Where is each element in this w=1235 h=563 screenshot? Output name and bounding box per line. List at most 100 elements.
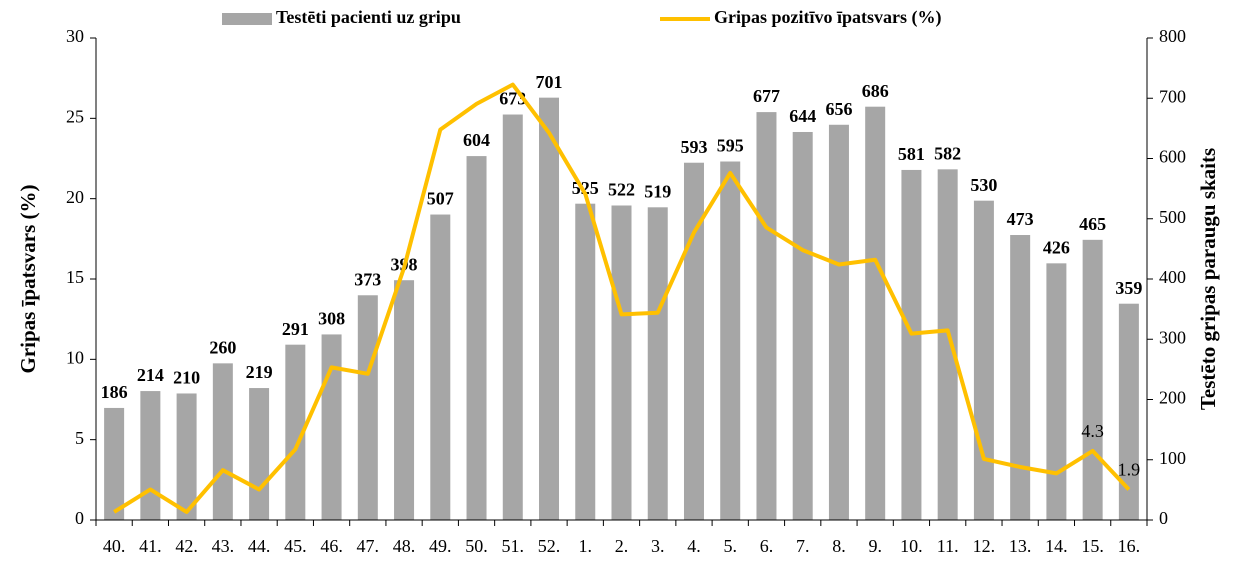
x-tick-label: 7. <box>796 536 810 556</box>
x-tick-label: 8. <box>832 536 846 556</box>
x-tick-label: 47. <box>357 536 380 556</box>
x-tick-label: 3. <box>651 536 665 556</box>
x-tick-label: 15. <box>1081 536 1104 556</box>
x-tick-label: 51. <box>502 536 525 556</box>
bar-value-label: 595 <box>717 136 744 156</box>
y2-tick-label: 700 <box>1159 86 1186 106</box>
bar <box>1046 263 1067 520</box>
y-axis-title: Gripas īpatsvars (%) <box>16 184 40 373</box>
x-tick-label: 41. <box>139 536 162 556</box>
bar-value-label: 219 <box>246 362 273 382</box>
bar-value-label: 686 <box>862 81 889 101</box>
bar <box>104 407 125 520</box>
bar-value-label: 359 <box>1115 278 1142 298</box>
y-tick-label: 0 <box>75 508 84 528</box>
x-tick-label: 16. <box>1118 536 1141 556</box>
bar <box>357 295 378 520</box>
legend-swatch <box>222 13 272 25</box>
bar <box>394 280 415 520</box>
bar <box>140 391 161 520</box>
x-tick-label: 10. <box>900 536 923 556</box>
bar <box>285 344 306 520</box>
y-tick-label: 30 <box>66 26 84 46</box>
bar-value-label: 507 <box>427 189 454 209</box>
x-tick-label: 11. <box>937 536 959 556</box>
bar <box>937 169 958 520</box>
y-tick-label: 20 <box>66 187 84 207</box>
legend-label: Testēti pacienti uz gripu <box>276 7 461 27</box>
bar <box>321 334 342 520</box>
bar <box>828 124 849 520</box>
x-tick-label: 2. <box>615 536 629 556</box>
x-tick-label: 9. <box>868 536 882 556</box>
x-tick-label: 48. <box>393 536 416 556</box>
bar-value-label: 473 <box>1007 209 1034 229</box>
bar <box>539 97 560 521</box>
x-tick-label: 45. <box>284 536 307 556</box>
bar-value-label: 260 <box>209 337 236 357</box>
y2-tick-label: 800 <box>1159 26 1186 46</box>
bar-value-label: 581 <box>898 144 925 164</box>
y2-tick-label: 600 <box>1159 147 1186 167</box>
y2-tick-label: 300 <box>1159 327 1186 347</box>
bar-value-label: 644 <box>789 106 816 126</box>
bar <box>792 131 813 521</box>
bar <box>756 112 777 521</box>
x-tick-label: 40. <box>103 536 126 556</box>
x-tick-label: 13. <box>1009 536 1032 556</box>
bar <box>575 203 596 520</box>
y-tick-label: 25 <box>66 106 84 126</box>
bar-value-label: 210 <box>173 368 200 388</box>
bar-value-label: 656 <box>825 99 852 119</box>
bar <box>176 393 197 520</box>
bar-value-label: 582 <box>934 143 961 163</box>
bar <box>212 363 233 520</box>
bar-value-label: 593 <box>680 137 707 157</box>
bar <box>466 156 487 520</box>
x-tick-label: 43. <box>212 536 235 556</box>
bar-value-label: 519 <box>644 181 671 201</box>
bar <box>720 161 741 520</box>
line-value-label: 4.3 <box>1081 421 1104 441</box>
bar-value-label: 426 <box>1043 237 1070 257</box>
x-tick-label: 52. <box>538 536 561 556</box>
y2-tick-label: 100 <box>1159 448 1186 468</box>
bar <box>1010 235 1031 520</box>
x-tick-label: 6. <box>760 536 774 556</box>
legend-label: Gripas pozitīvo īpatsvars (%) <box>714 7 942 28</box>
bar <box>647 207 668 521</box>
x-tick-label: 44. <box>248 536 271 556</box>
bar-value-label: 465 <box>1079 214 1106 234</box>
bar-value-label: 291 <box>282 319 309 339</box>
bar <box>249 388 270 520</box>
y2-axis-title: Testēto gripas paraugu skaits <box>1196 148 1220 410</box>
x-tick-label: 42. <box>175 536 198 556</box>
x-tick-label: 50. <box>465 536 488 556</box>
bar <box>502 114 523 520</box>
bar <box>973 200 994 521</box>
bar-value-label: 373 <box>354 269 381 289</box>
bar-value-label: 214 <box>137 365 164 385</box>
x-tick-label: 12. <box>973 536 996 556</box>
x-tick-label: 14. <box>1045 536 1068 556</box>
y2-tick-label: 400 <box>1159 267 1186 287</box>
bar <box>1082 239 1103 520</box>
x-tick-label: 4. <box>687 536 701 556</box>
y-tick-label: 5 <box>75 428 84 448</box>
bar-value-label: 677 <box>753 86 780 106</box>
bar <box>1118 303 1139 520</box>
bar-value-label: 604 <box>463 130 490 150</box>
x-tick-label: 5. <box>723 536 737 556</box>
bar <box>901 169 922 520</box>
y2-tick-label: 500 <box>1159 207 1186 227</box>
bar <box>430 214 451 520</box>
x-tick-label: 1. <box>579 536 593 556</box>
bar <box>683 162 704 520</box>
line <box>113 82 1131 514</box>
y-tick-label: 10 <box>66 347 84 367</box>
line-value-label: 1.9 <box>1118 460 1141 480</box>
bar-value-label: 701 <box>536 72 563 92</box>
y-tick-label: 15 <box>66 267 84 287</box>
bar-value-label: 522 <box>608 180 635 200</box>
